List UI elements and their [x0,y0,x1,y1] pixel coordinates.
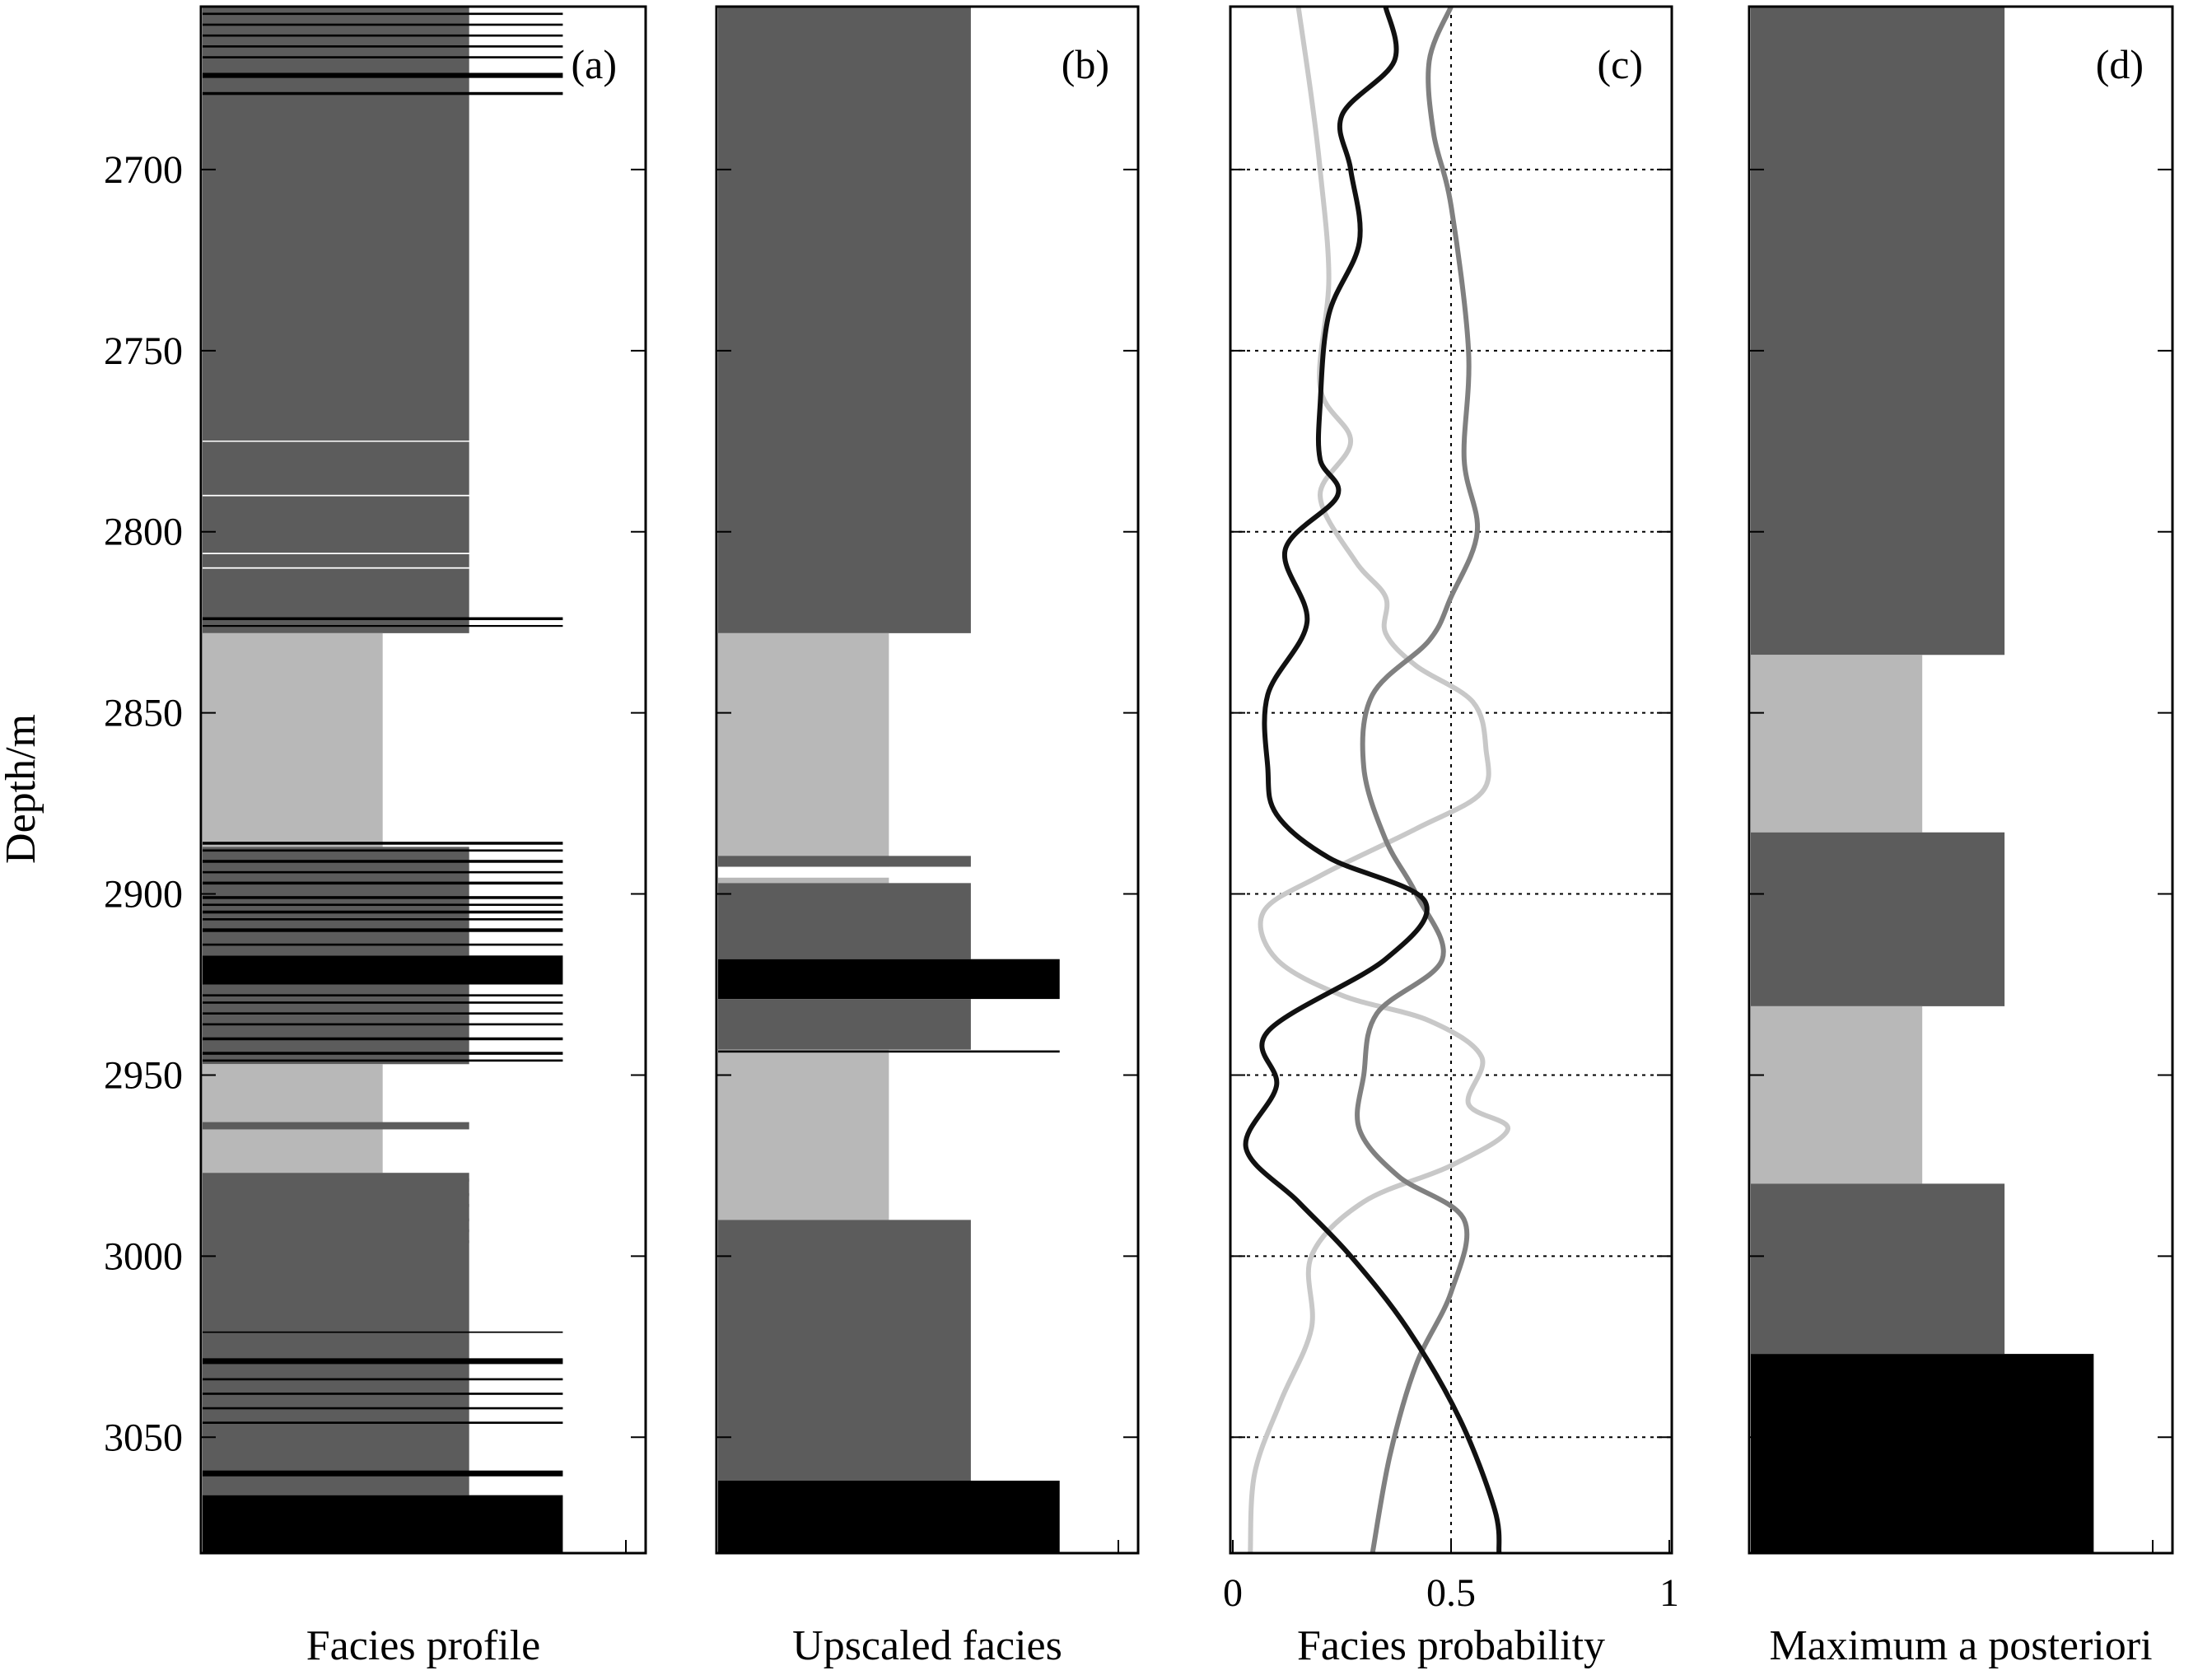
thin-layer [203,1240,469,1243]
facies-segment [718,959,1060,1000]
thin-layer [718,1050,1060,1053]
y-tick-label: 2700 [104,148,183,192]
thin-layer [203,928,563,932]
x-tick-label: 0.5 [1426,1571,1476,1615]
thin-layer [203,1470,563,1477]
thin-layer [203,849,563,852]
thin-layer [203,1378,563,1381]
thin-layer [203,1358,563,1365]
facies-segment [1751,655,1923,833]
facies-segment [1751,832,2005,1006]
x-tick-label: 0 [1223,1571,1243,1615]
thin-layer [203,34,563,37]
x-axis-label: Upscaled facies [792,1622,1062,1669]
thin-layer [203,567,563,569]
thin-layer [203,842,563,845]
thin-layer [203,45,563,48]
thin-layer [203,1393,563,1395]
thin-layer [203,624,563,628]
y-tick-label: 2850 [104,692,183,735]
facies-segment [718,7,971,633]
thin-layer [203,994,563,997]
facies-segment [1751,7,2005,656]
thin-layer [203,910,563,914]
facies-segment [1751,1354,2094,1553]
thin-layer [203,1407,563,1410]
thin-layer [203,91,563,96]
thin-layer [203,1192,469,1197]
thin-layer [203,553,563,554]
facies-segment [203,847,469,956]
panel-2: (b) Upscaled facies [715,5,1140,1669]
facies-segment [718,1481,1060,1553]
thin-layer [203,1001,563,1004]
panel-tag: (a) [572,41,618,87]
thin-layer [203,1204,469,1207]
thin-layer [203,72,563,78]
facies-segment [718,632,889,884]
thin-layer [203,1421,563,1424]
thin-layer [203,1059,563,1062]
facies-segment [1751,1005,1923,1184]
facies-segment [203,1064,383,1173]
thin-layer [718,866,1060,878]
thin-layer [203,870,563,874]
facies-segment [718,999,971,1050]
facies-segment [203,1173,469,1495]
thin-layer [203,617,563,621]
thin-layer [203,441,563,442]
thin-layer [203,860,563,863]
panel-1: (a) Facies profile [199,5,647,1669]
facies-segment [1751,1183,2005,1355]
x-tick-label: 1 [1659,1571,1679,1615]
panel-tag: (c) [1598,41,1644,87]
facies-segment [718,883,971,959]
probability-curve-2 [1355,5,1481,1554]
panel-3: 0 0.5 1 (c) Facies probability [1223,5,1679,1669]
probability-curve-1 [1248,6,1510,1554]
y-tick-label: 2950 [104,1053,183,1097]
facies-segment [203,955,563,985]
panels-group: (a) Facies profile (b) Upscaled facies 0 0.5 1… [104,5,2174,1669]
thin-layer [203,1331,563,1333]
y-tick-label: 3000 [104,1234,183,1278]
facies-segment [203,7,469,633]
thin-layer [203,1052,563,1055]
thin-layer [203,1122,469,1130]
y-tick-label: 2900 [104,873,183,917]
thin-layer [203,1037,563,1041]
thin-layer [203,23,563,26]
x-axis-label: Facies probability [1297,1622,1605,1669]
y-axis-label: Depth/m [0,714,44,864]
facies-segment [718,1049,889,1220]
facies-segment [203,632,383,847]
facies-segment [203,1495,563,1553]
thin-layer [203,1012,563,1015]
probability-curve-3 [1243,6,1502,1554]
y-tick-label: 3050 [104,1416,183,1459]
facies-segment [718,1220,971,1481]
thin-layer [203,1229,469,1233]
thin-layer [203,881,563,885]
x-axis-label: Facies profile [306,1622,540,1669]
thin-layer [718,856,971,867]
thin-layer [203,1023,563,1026]
thin-layer [203,12,563,16]
thin-layer [203,943,563,946]
thin-layer [203,494,563,497]
thin-layer [203,896,563,899]
x-axis-label: Maximum a posteriori [1769,1622,2152,1669]
y-tick-label: 2750 [104,329,183,373]
thin-layer [203,918,563,921]
panel-frame [1229,5,1673,1555]
y-tick-label: 2800 [104,511,183,554]
thin-layer [203,56,563,58]
thin-layer [203,1178,469,1182]
panel-4: (d) Maximum a posteriori [1748,5,2174,1669]
panel-tag: (b) [1062,41,1109,87]
thin-layer [203,1218,469,1222]
panel-tag: (d) [2096,41,2144,87]
thin-layer [203,903,563,907]
